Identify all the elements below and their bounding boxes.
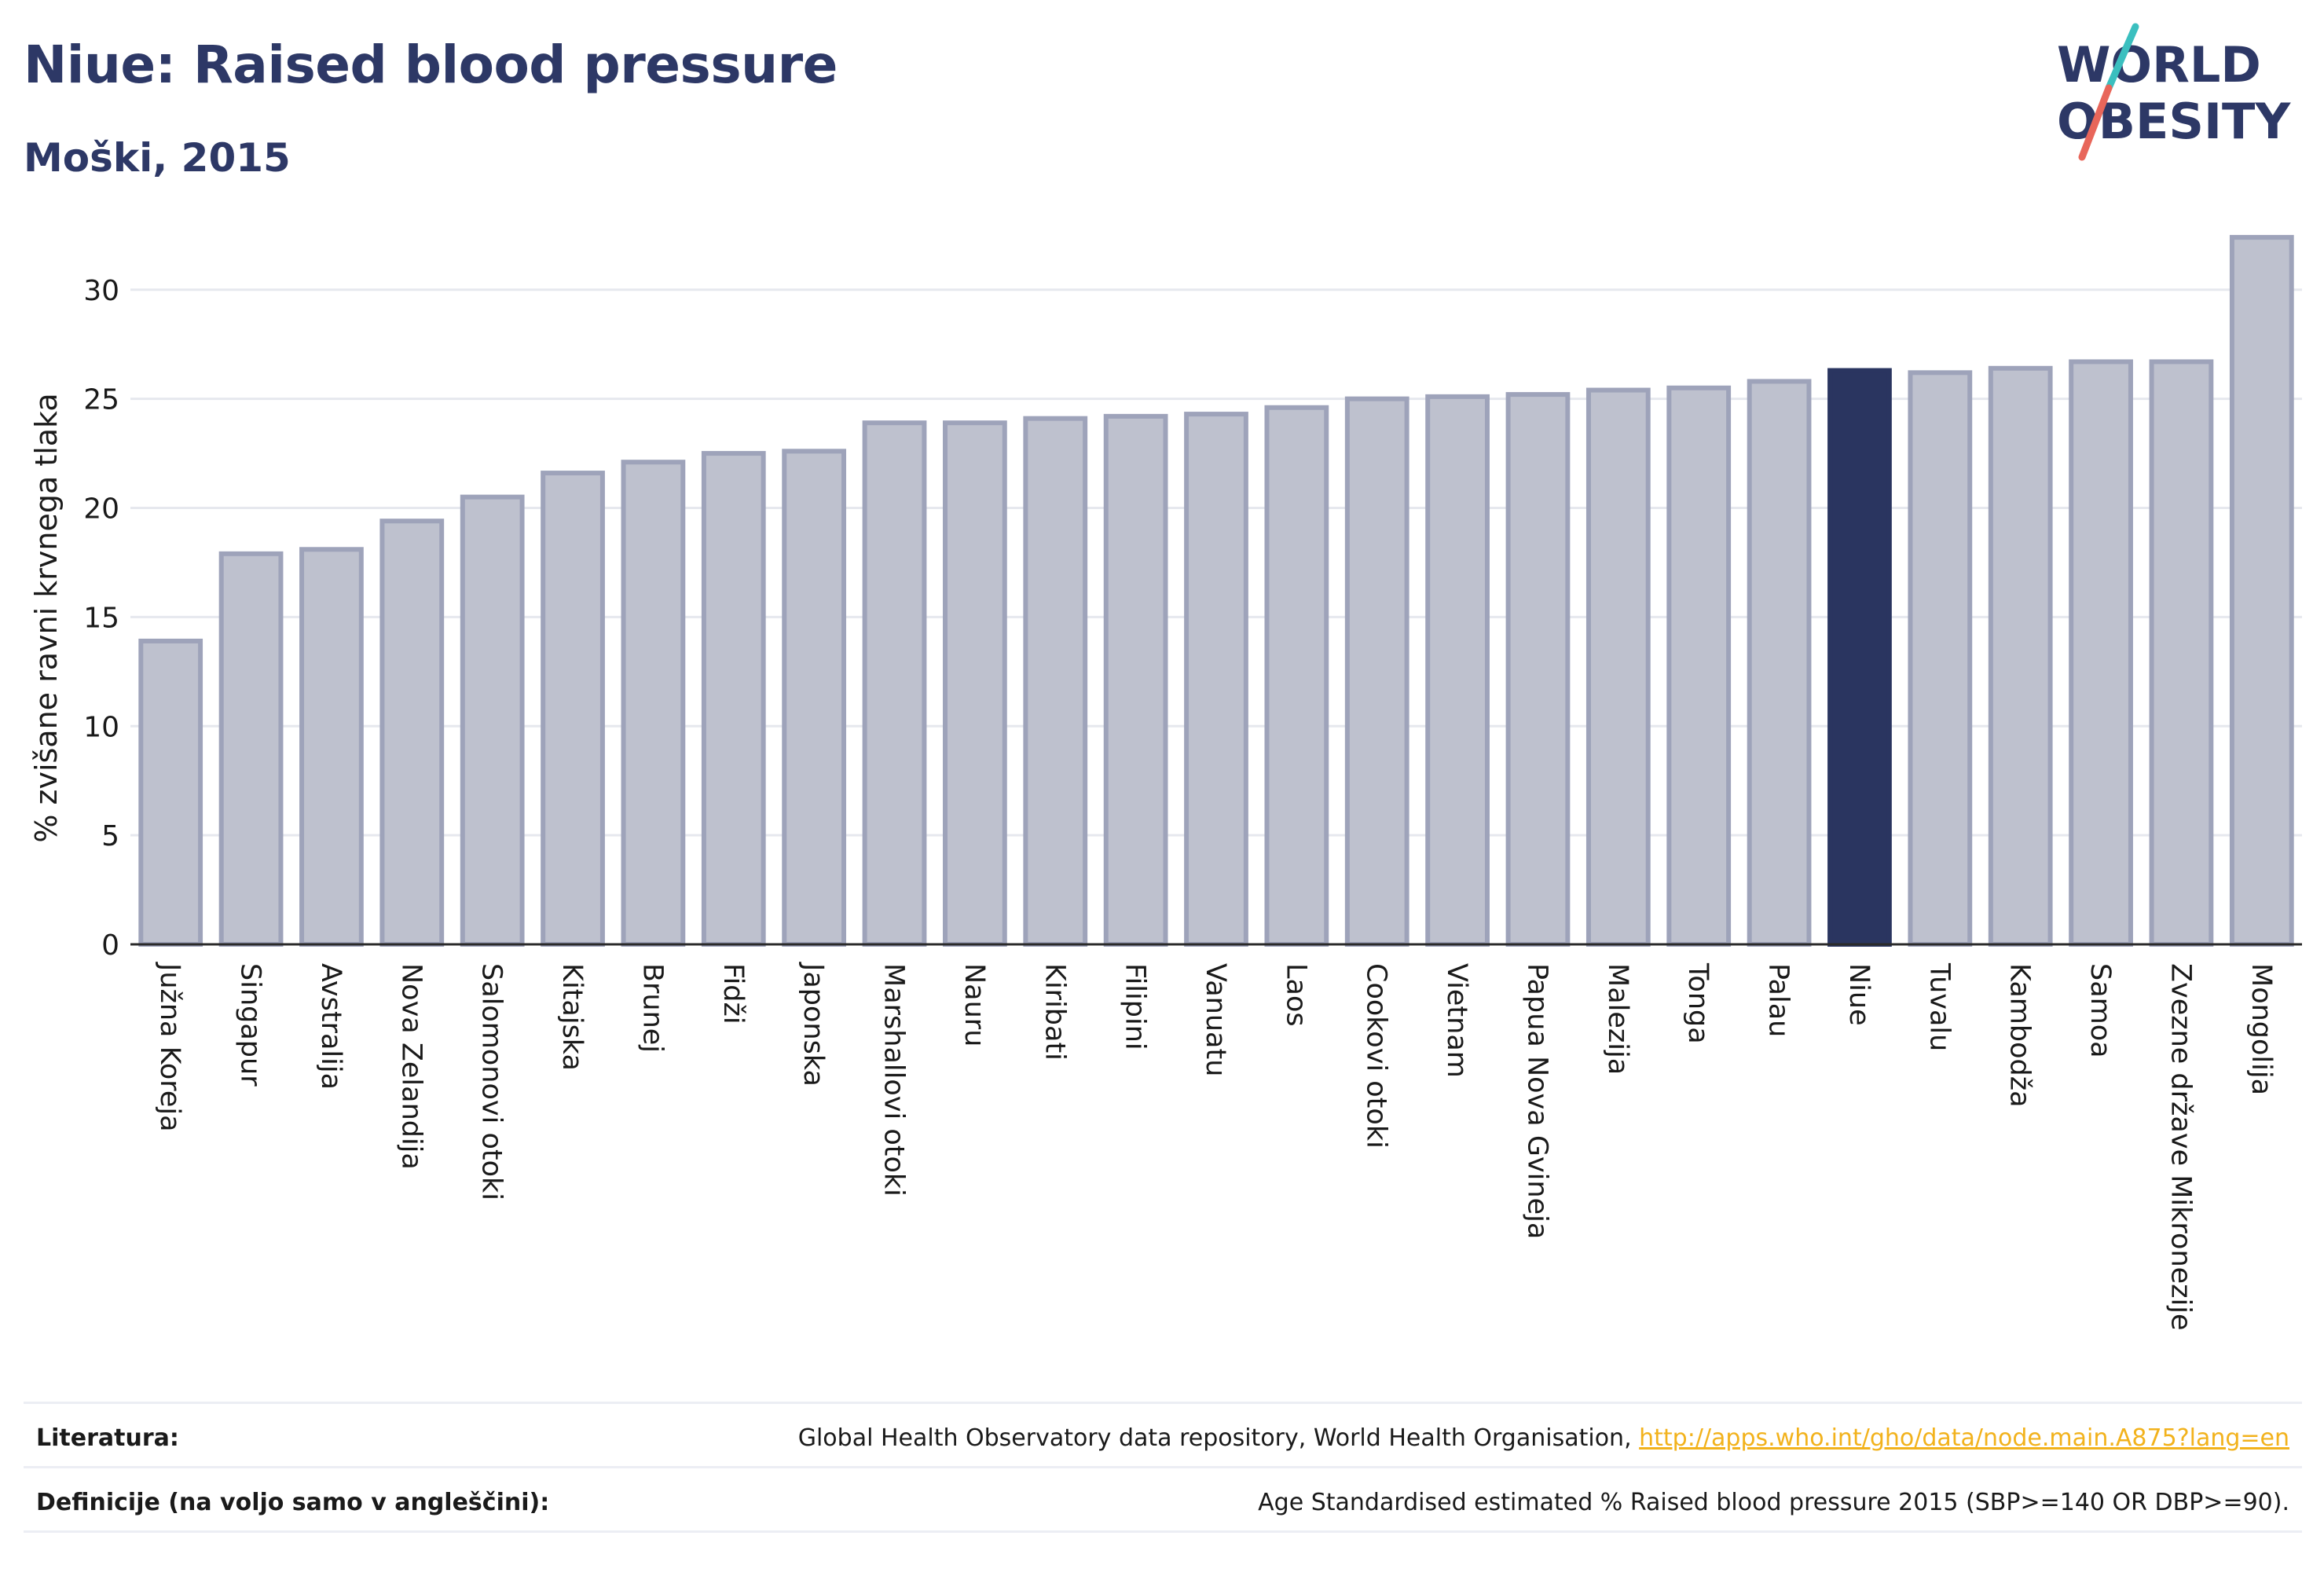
- bar: [1747, 379, 1812, 947]
- x-tick-label: Cookovi otoki: [1361, 963, 1392, 1149]
- x-tick-label: Tonga: [1682, 962, 1714, 1044]
- bar: [1344, 396, 1409, 947]
- bar: [701, 451, 766, 947]
- x-tick-label: Palau: [1763, 963, 1794, 1037]
- bar: [1908, 370, 1973, 947]
- bar: [621, 460, 686, 947]
- y-tick-label: 15: [83, 602, 119, 634]
- bar-highlight: [1827, 368, 1892, 947]
- bar: [1505, 392, 1571, 947]
- x-tick-label: Zvezne države Mikronezije: [2165, 963, 2196, 1331]
- x-tick-label: Kiribati: [1039, 963, 1070, 1061]
- references-value: Global Health Observatory data repositor…: [798, 1424, 2289, 1452]
- x-tick-label: Fidži: [717, 963, 749, 1024]
- bar: [138, 638, 203, 947]
- x-tick-label: Japonska: [797, 962, 829, 1087]
- logo-slash-red: [2078, 84, 2113, 161]
- x-tick-label: Vanuatu: [1200, 963, 1231, 1076]
- y-tick-label: 20: [83, 493, 119, 526]
- bar: [1103, 413, 1168, 947]
- y-tick-label: 10: [83, 711, 119, 743]
- bar: [1666, 385, 1732, 947]
- logo-text-world: WORLD: [2057, 36, 2261, 93]
- world-obesity-logo: WORLD OBESITY: [2057, 23, 2291, 161]
- y-tick-label: 30: [83, 275, 119, 307]
- bar: [541, 471, 605, 947]
- x-tick-label: Malezija: [1602, 963, 1633, 1075]
- chart-title: Niue: Raised blood pressure: [24, 35, 838, 95]
- y-tick-label: 5: [101, 820, 119, 852]
- x-tick-label: Avstralija: [315, 963, 346, 1090]
- bar: [2149, 359, 2214, 947]
- footer-divider-top: [24, 1402, 2302, 1404]
- y-tick-label: 25: [83, 384, 119, 416]
- x-tick-label: Nova Zelandija: [395, 963, 427, 1170]
- bar: [1264, 405, 1329, 947]
- bar: [1184, 412, 1248, 947]
- x-tick-label: Papua Nova Gvineja: [1521, 963, 1552, 1239]
- x-tick-label: Nauru: [959, 963, 990, 1046]
- bar-chart: 0 5 10 15 20 25 30 % zvišane ravni krvnega tlak…: [29, 235, 2302, 1331]
- references-link[interactable]: http://apps.who.int/gho/data/node.main.A…: [1639, 1424, 2289, 1452]
- x-tick-label: Salomonovi otoki: [476, 963, 508, 1200]
- bar: [218, 551, 284, 947]
- bar: [1425, 394, 1490, 947]
- x-tick-label: Niue: [1843, 963, 1875, 1026]
- x-tick-label: Brunej: [636, 963, 668, 1053]
- bar: [1585, 387, 1651, 947]
- bar: [1988, 365, 2053, 947]
- footer-divider-middle: [24, 1466, 2302, 1468]
- definitions-label: Definicije (na voljo samo v angleščini):: [36, 1489, 550, 1516]
- x-tick-label: Tuvalu: [1923, 962, 1955, 1051]
- chart-subtitle: Moški, 2015: [24, 135, 291, 181]
- bar: [1023, 416, 1088, 947]
- x-tick-label: Laos: [1280, 963, 1311, 1027]
- bar: [379, 519, 445, 947]
- x-tick-label: Filipini: [1120, 963, 1151, 1050]
- references-text: Global Health Observatory data repositor…: [797, 1424, 1640, 1452]
- bar: [862, 420, 927, 947]
- logo-slash-teal: [2105, 23, 2139, 92]
- x-tick-label: Singapur: [235, 963, 266, 1087]
- bar: [299, 547, 364, 947]
- x-tick-label: Južna Koreja: [154, 962, 185, 1132]
- x-tick-label: Marshallovi otoki: [878, 963, 910, 1197]
- bar: [460, 494, 525, 947]
- references-label: Literatura:: [36, 1424, 179, 1452]
- x-tick-label: Mongolija: [2245, 963, 2277, 1095]
- definitions-text: Age Standardised estimated % Raised bloo…: [1258, 1489, 2289, 1516]
- bar: [943, 420, 1007, 947]
- footer-divider-bottom: [24, 1530, 2302, 1533]
- y-axis-title: % zvišane ravni krvnega tlaka: [29, 393, 64, 842]
- x-tick-label: Vietnam: [1441, 963, 1472, 1078]
- x-tick-label: Samoa: [2084, 963, 2116, 1058]
- x-tick-label: Kitajska: [556, 963, 588, 1071]
- x-tick-label: Kambodža: [2004, 963, 2036, 1108]
- y-tick-label: 0: [101, 929, 119, 962]
- bar: [2229, 235, 2294, 947]
- bar: [2069, 359, 2133, 947]
- bar: [782, 449, 847, 947]
